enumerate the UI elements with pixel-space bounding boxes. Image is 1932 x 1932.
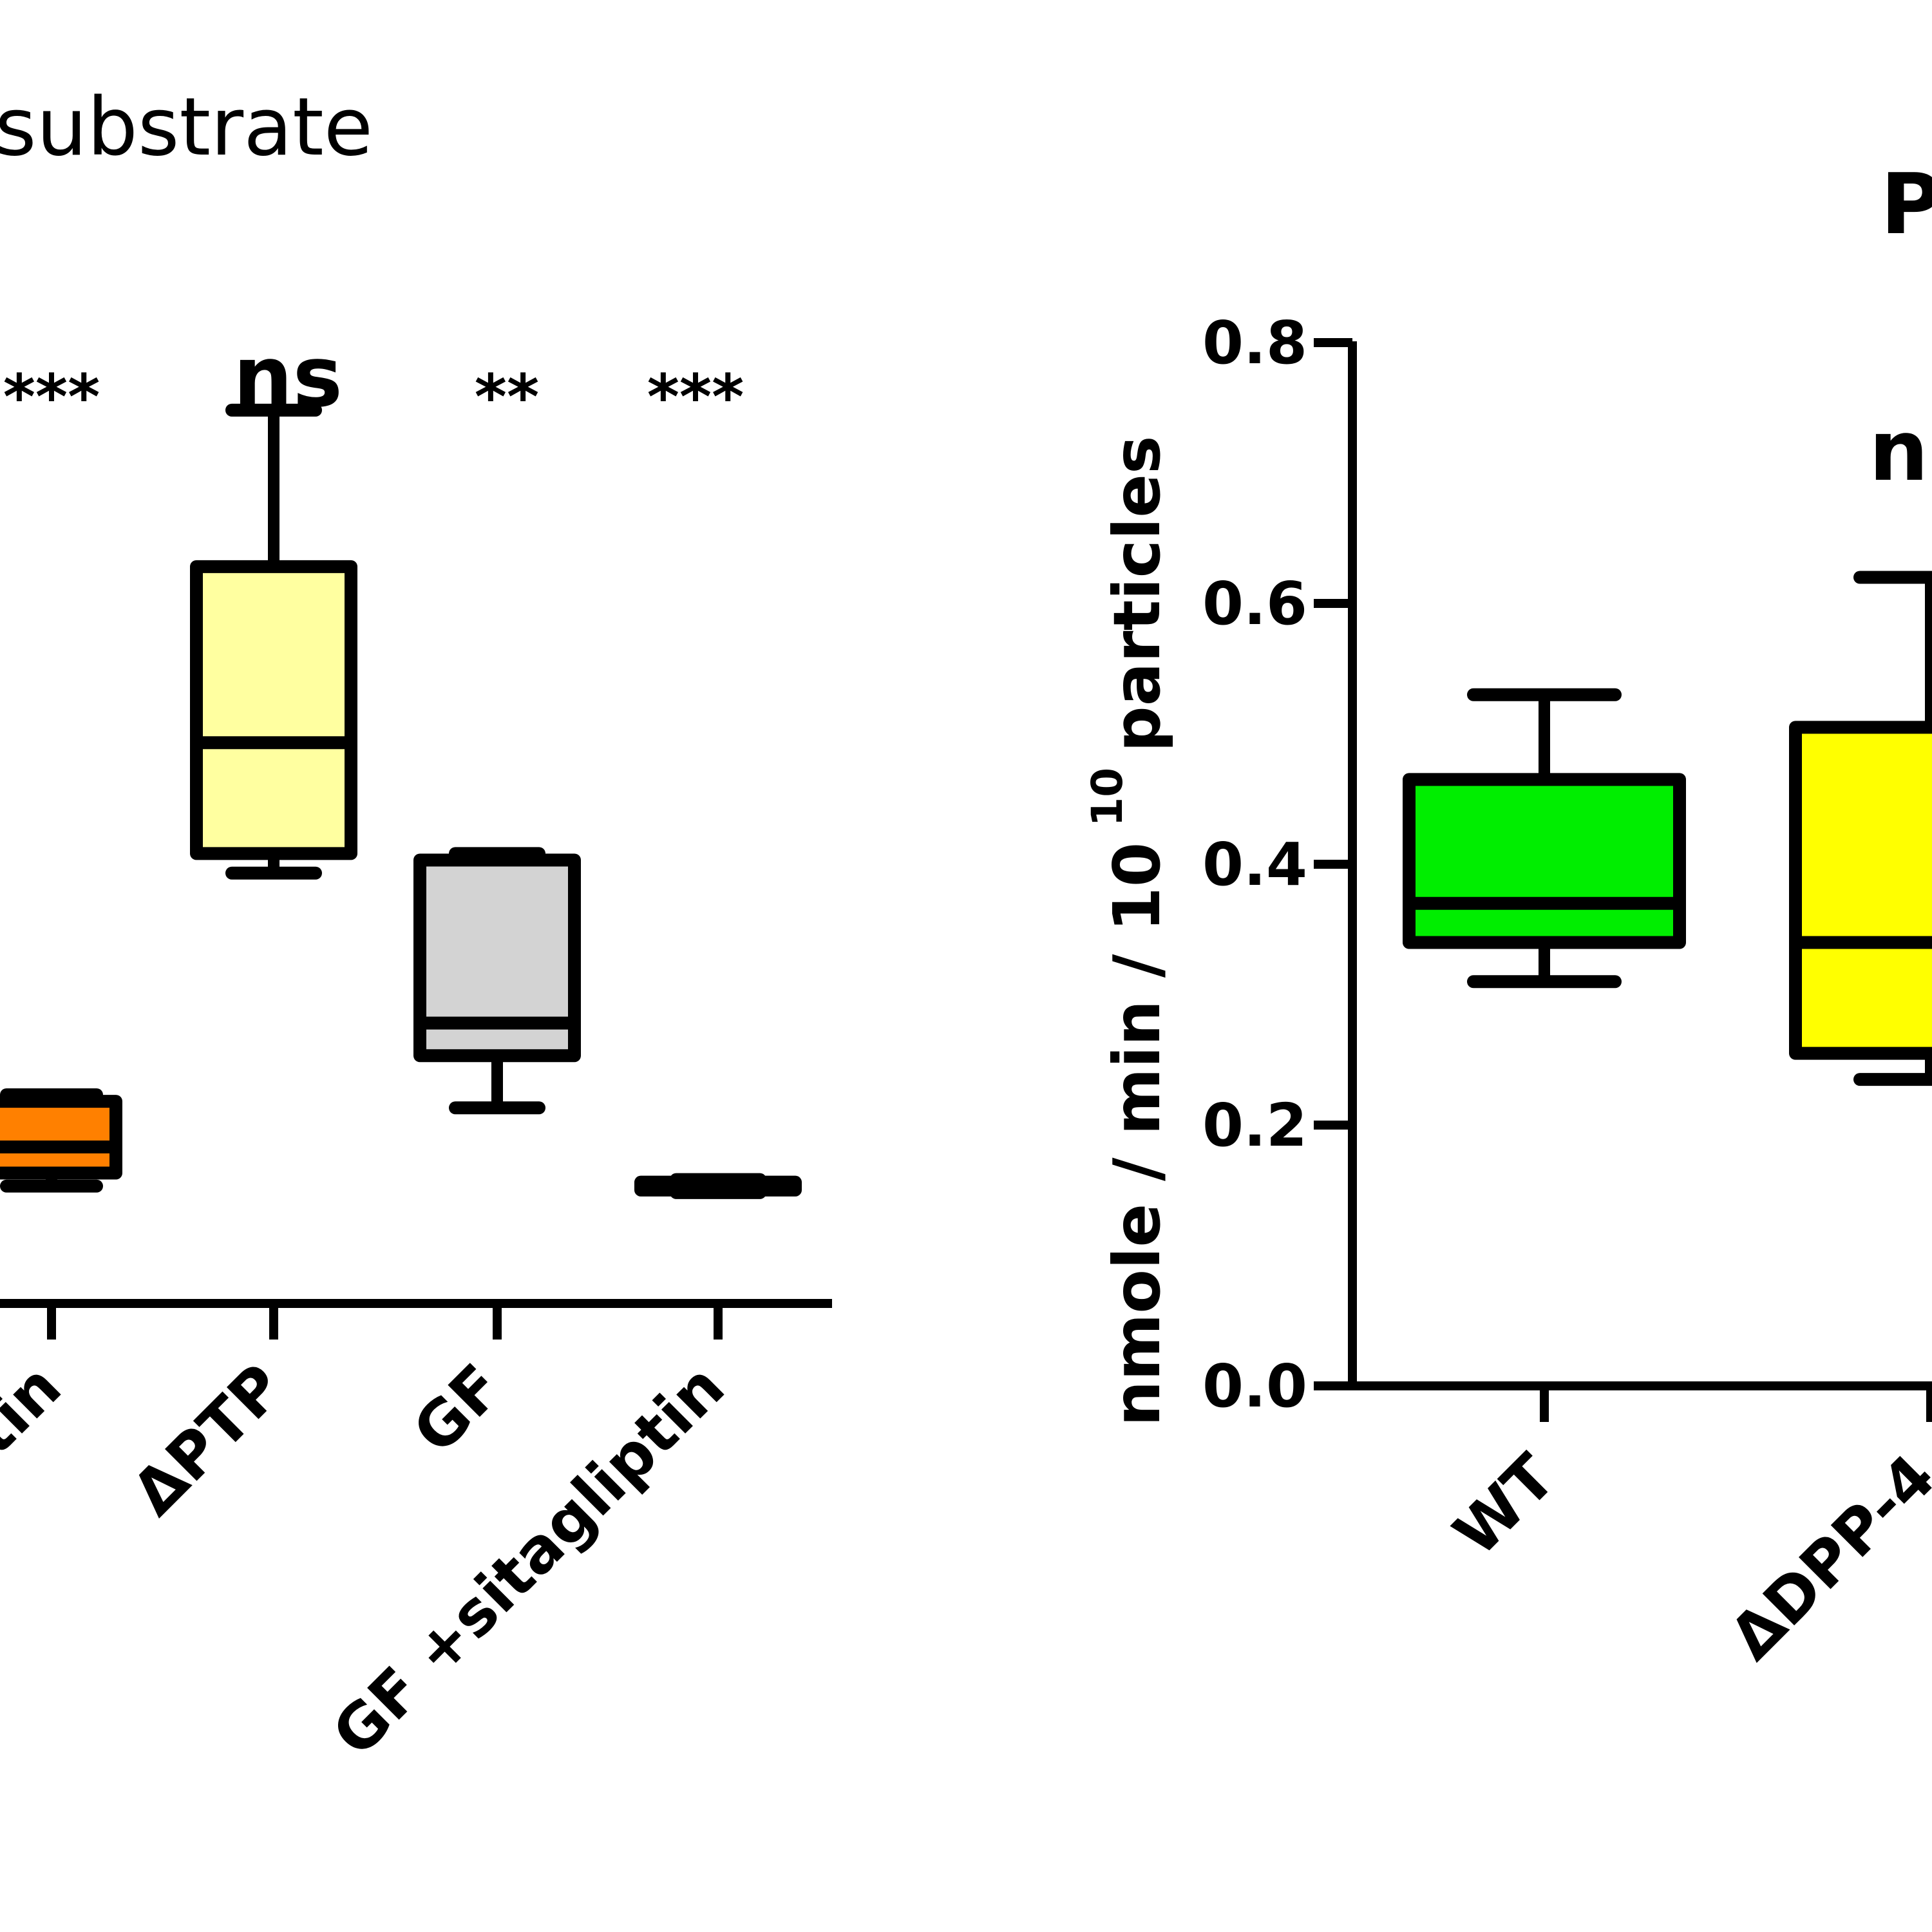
- y-tick-label-3: 0.6: [1202, 569, 1307, 638]
- right-chart-title: P: [1880, 155, 1932, 253]
- left-significance-labels: *** ns ** ***: [3, 328, 744, 433]
- y-tick-label-0: 0.0: [1202, 1352, 1307, 1421]
- category-label-gf-2: GF: [399, 1350, 516, 1467]
- y-label-main: nmole / min / 10: [1099, 842, 1175, 1426]
- category-label-wt-0: WT: [1440, 1441, 1569, 1569]
- left-boxes: [0, 403, 802, 1199]
- significance-tin-0: ***: [3, 361, 100, 433]
- left-x-ticks: [47, 1303, 723, 1340]
- y-tick-label-4: 0.8: [1202, 308, 1307, 377]
- box-dpp-4-1: [1789, 721, 1932, 1060]
- right-y-axis-label: nmole / min / 10 10 particles: [1083, 435, 1175, 1426]
- chart-right: P n 0.0 0.2 0.4 0.6 0.8 WT ΔDPP-4 nmole / min…: [1083, 155, 1932, 1674]
- box-ptp-1: [190, 560, 357, 860]
- right-boxes: [1403, 571, 1932, 1086]
- y-tick-label-1: 0.2: [1202, 1091, 1307, 1160]
- y-label-superscript: 10: [1083, 768, 1132, 827]
- significance-gf-sitagliptin-3: ***: [647, 361, 744, 433]
- category-label-gf-sitagliptin-3: GF +sitagliptin: [319, 1350, 738, 1770]
- y-tick-label-2: 0.4: [1202, 830, 1307, 899]
- box-tin-0: [0, 1095, 122, 1180]
- right-category-labels: WT ΔDPP-4: [1440, 1441, 1932, 1674]
- y-label-tail: particles: [1099, 435, 1175, 752]
- right-significance-labels: n: [1869, 402, 1929, 500]
- category-label-tin-0: tin: [0, 1350, 75, 1468]
- right-significance-0: n: [1869, 402, 1929, 500]
- category-label-dpp-4-1: ΔDPP-4: [1716, 1441, 1932, 1674]
- right-x-ticks: [1540, 1386, 1932, 1422]
- significance-gf-2: **: [475, 361, 539, 433]
- box-wt-0: [1403, 773, 1686, 949]
- category-label-ptp-1: ΔPTP: [118, 1350, 298, 1530]
- left-chart-title: substrate: [0, 81, 373, 174]
- right-y-ticks: 0.0 0.2 0.4 0.6 0.8: [1202, 308, 1352, 1421]
